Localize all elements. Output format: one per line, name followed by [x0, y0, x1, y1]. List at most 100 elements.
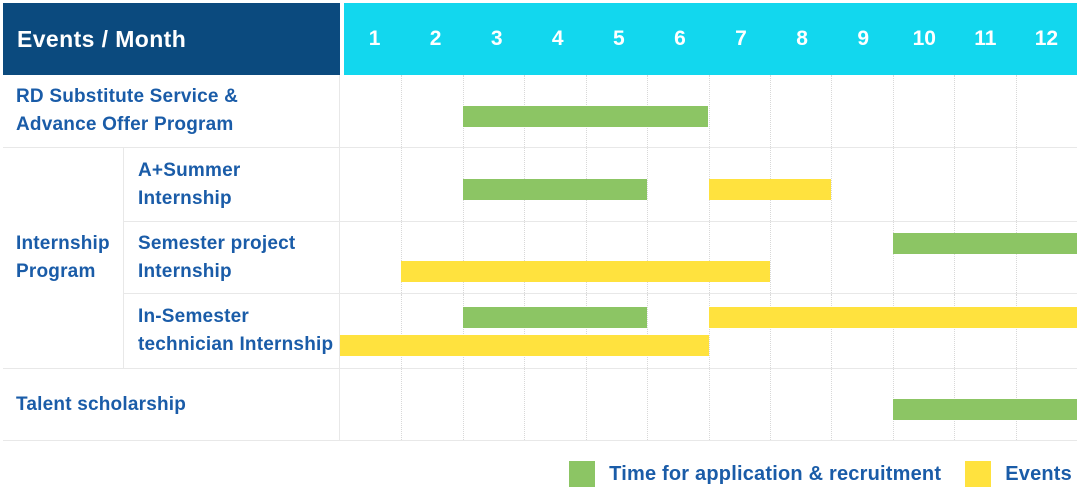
month-header-12: 12: [1034, 27, 1059, 50]
month-header-7: 7: [735, 27, 747, 50]
month-gridline: [831, 369, 833, 440]
group-label-internship-program: Internship Program: [3, 148, 124, 368]
bar-recruitment: [462, 179, 648, 200]
table-row-talent-scholarship: Talent scholarship: [3, 369, 1077, 441]
group-row-internship-program: Internship Program A+Summer Internship Semes…: [3, 148, 1077, 369]
row-label-line: Semester project: [138, 232, 296, 254]
month-header-2: 2: [429, 27, 442, 50]
table-title-cell: Events / Month: [3, 3, 340, 75]
month-gridline: [831, 148, 833, 221]
table-header-row: Events / Month 1 2 3 4 5 6 7 8 9 10 11 12: [3, 3, 1077, 75]
month-gridline: [585, 222, 587, 293]
row-label-line: Advance Offer Program: [16, 114, 234, 135]
bar-lanes: [340, 222, 1077, 293]
month-gridline: [401, 75, 403, 147]
bar-recruitment: [462, 105, 709, 127]
month-header-5: 5: [613, 27, 625, 50]
month-gridline: [462, 294, 464, 368]
month-gridline: [831, 222, 833, 293]
table-body: RD Substitute Service & Advance Offer Pro…: [3, 75, 1077, 441]
month-gridline: [462, 369, 464, 440]
legend-swatch-recruitment: [569, 461, 596, 487]
bar-recruitment: [892, 399, 1077, 420]
month-gridline: [954, 222, 956, 293]
row-label-line: A+Summer: [138, 159, 241, 181]
month-gridline: [769, 369, 771, 440]
bar-lane: [340, 179, 1077, 200]
month-gridline: [769, 222, 771, 293]
legend-label-recruitment: Time for application & recruitment: [609, 462, 942, 485]
month-gridline: [401, 222, 403, 293]
month-gridline: [1015, 148, 1017, 221]
month-gridline: [831, 75, 833, 147]
group-sub-rows: A+Summer Internship Semester project Intern…: [124, 148, 1077, 368]
chart-cell: [340, 222, 1077, 293]
row-label-line: technician Internship: [138, 334, 334, 355]
month-gridline: [647, 222, 649, 293]
month-gridline: [892, 222, 894, 293]
bar-lane: [340, 334, 1077, 356]
month-gridline: [954, 75, 956, 147]
month-gridline: [585, 369, 587, 440]
chart-cell: [340, 369, 1077, 440]
bar-lane: [340, 233, 1077, 254]
bar-lane: [340, 261, 1077, 282]
row-label-line: Program: [16, 261, 96, 282]
table-row-a-plus-summer: A+Summer Internship: [124, 148, 1077, 222]
month-gridline: [708, 294, 710, 368]
month-header-6: 6: [674, 27, 686, 50]
row-label-line: Talent scholarship: [16, 393, 187, 415]
month-gridline: [524, 369, 526, 440]
legend-swatch-events: [965, 461, 992, 487]
legend-label-events: Events: [1005, 462, 1072, 485]
month-header-11: 11: [974, 27, 997, 50]
legend-item-events: Events: [965, 461, 1072, 487]
month-gridline: [831, 294, 833, 368]
month-gridline: [462, 222, 464, 293]
row-label-line: RD Substitute Service &: [16, 86, 239, 107]
month-gridline: [769, 294, 771, 368]
bar-events: [708, 179, 832, 200]
chart-cell: [340, 294, 1077, 368]
month-gridline: [708, 222, 710, 293]
month-header-9: 9: [857, 27, 869, 50]
row-label-line: In-Semester: [138, 306, 249, 327]
legend: Time for application & recruitment Events: [3, 461, 1077, 487]
month-gridline: [708, 75, 710, 147]
bar-lanes: [340, 153, 1077, 221]
month-gridline: [892, 294, 894, 368]
row-label-line: Internship: [16, 233, 110, 254]
month-header-10: 10: [912, 27, 936, 50]
row-label-talent-scholarship: Talent scholarship: [3, 369, 340, 440]
row-label-line: Internship: [138, 260, 232, 282]
row-label-semester-project: Semester project Internship: [124, 222, 340, 293]
month-gridline: [769, 75, 771, 147]
month-gridline: [1015, 75, 1017, 147]
row-label-a-plus-summer: A+Summer Internship: [124, 148, 340, 221]
row-label-rd-substitute: RD Substitute Service & Advance Offer Pro…: [3, 75, 340, 147]
bar-events: [401, 261, 770, 282]
month-header-1: 1: [368, 27, 381, 50]
bar-recruitment: [462, 306, 648, 328]
chart-cell: [340, 75, 1077, 147]
table-row-rd-substitute: RD Substitute Service & Advance Offer Pro…: [3, 75, 1077, 148]
bar-recruitment: [892, 233, 1077, 254]
month-gridline: [954, 148, 956, 221]
bar-lane: [340, 306, 1077, 328]
table-title: Events / Month: [17, 25, 187, 52]
bar-events: [708, 306, 1077, 328]
month-gridline: [647, 148, 649, 221]
bar-lanes: [340, 294, 1077, 368]
row-label-in-semester-technician: In-Semester technician Internship: [124, 294, 340, 368]
month-gridline: [401, 294, 403, 368]
chart-cell: [340, 148, 1077, 221]
bar-lane: [340, 399, 1077, 420]
table-row-semester-project: Semester project Internship: [124, 222, 1077, 294]
bar-lane: [340, 105, 1077, 127]
month-gridline: [892, 148, 894, 221]
month-gridline: [708, 369, 710, 440]
bar-events: [340, 334, 709, 356]
legend-item-recruitment: Time for application & recruitment: [569, 461, 941, 487]
month-gridline: [401, 148, 403, 221]
